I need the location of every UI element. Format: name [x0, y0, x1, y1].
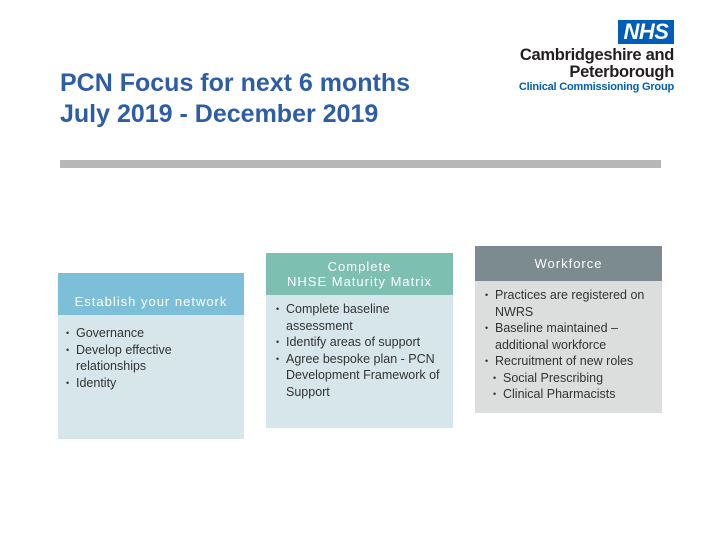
list-item: Agree bespoke plan - PCN Development Fra…: [272, 351, 447, 401]
workforce-list: Practices are registered on NWRS Baselin…: [481, 287, 658, 403]
nhs-logo: NHS Cambridgeshire and Peterborough Clin…: [519, 18, 676, 94]
list-item: Governance: [62, 325, 240, 342]
title-line-1: PCN Focus for next 6 months: [60, 69, 411, 97]
list-item: Recruitment of new roles: [481, 353, 658, 370]
slide-title: PCN Focus for next 6 months July 2019 - …: [60, 68, 410, 130]
workforce-box: Workforce Practices are registered on NW…: [475, 246, 662, 413]
maturity-matrix-heading-line-1: Complete: [327, 259, 392, 274]
list-item: Baseline maintained – additional workfor…: [481, 320, 658, 353]
maturity-matrix-box-header: Complete NHSE Maturity Matrix: [266, 253, 453, 295]
maturity-matrix-box: Complete NHSE Maturity Matrix Complete b…: [266, 253, 453, 428]
title-line-2: July 2019 - December 2019: [60, 100, 379, 128]
network-box: Establish your network Governance Develo…: [58, 273, 244, 439]
network-box-heading: Establish your network: [74, 294, 228, 309]
network-list: Governance Develop effective relationshi…: [62, 325, 240, 391]
logo-org-line-1: Cambridgeshire and: [519, 46, 674, 64]
maturity-matrix-heading-line-2: NHSE Maturity Matrix: [287, 274, 432, 289]
maturity-matrix-box-body: Complete baseline assessment Identify ar…: [266, 295, 453, 428]
workforce-box-heading: Workforce: [534, 256, 603, 271]
nhs-badge: NHS: [618, 20, 674, 44]
title-divider: [60, 160, 661, 168]
logo-org-line-2: Peterborough: [569, 63, 674, 81]
network-box-body: Governance Develop effective relationshi…: [58, 315, 244, 439]
list-item: Complete baseline assessment: [272, 301, 447, 334]
sub-list-item: Clinical Pharmacists: [481, 386, 658, 403]
maturity-matrix-list: Complete baseline assessment Identify ar…: [272, 301, 447, 400]
workforce-box-body: Practices are registered on NWRS Baselin…: [475, 281, 662, 413]
network-box-header: Establish your network: [58, 273, 244, 315]
sub-list-item: Social Prescribing: [481, 370, 658, 387]
logo-org-line-3: Clinical Commissioning Group: [518, 81, 674, 93]
list-item: Develop effective relationships: [62, 342, 240, 375]
list-item: Identify areas of support: [272, 334, 447, 351]
list-item: Practices are registered on NWRS: [481, 287, 658, 320]
list-item: Identity: [62, 375, 240, 392]
workforce-box-header: Workforce: [475, 246, 662, 281]
